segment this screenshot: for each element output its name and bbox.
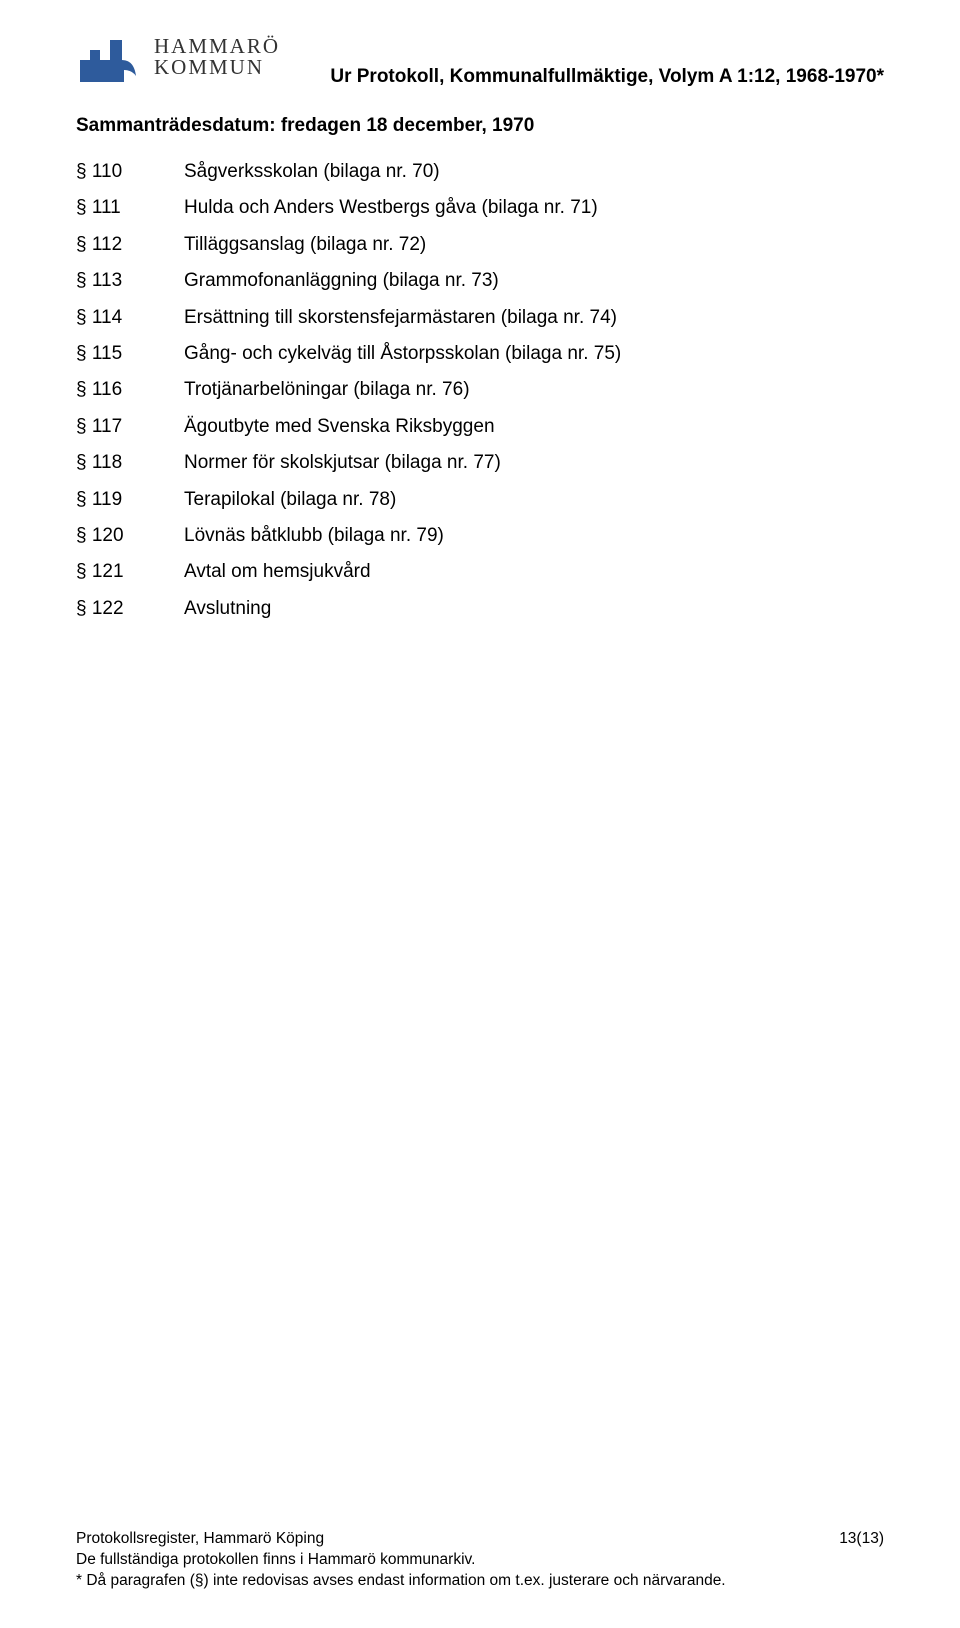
item-ref: § 114 bbox=[76, 303, 184, 333]
items-list: § 110Sågverksskolan (bilaga nr. 70)§ 111… bbox=[76, 157, 884, 624]
list-item: § 111Hulda och Anders Westbergs gåva (bi… bbox=[76, 193, 884, 223]
item-text: Avslutning bbox=[184, 594, 884, 624]
header-row: HAMMARÖ KOMMUN Ur Protokoll, Kommunalful… bbox=[76, 36, 884, 93]
item-ref: § 116 bbox=[76, 375, 184, 405]
item-text: Tilläggsanslag (bilaga nr. 72) bbox=[184, 230, 884, 260]
meeting-date: Sammanträdesdatum: fredagen 18 december,… bbox=[76, 115, 884, 137]
item-text: Normer för skolskjutsar (bilaga nr. 77) bbox=[184, 448, 884, 478]
footer-line3: * Då paragrafen (§) inte redovisas avses… bbox=[76, 1571, 884, 1592]
item-text: Ägoutbyte med Svenska Riksbyggen bbox=[184, 412, 884, 442]
item-ref: § 112 bbox=[76, 230, 184, 260]
list-item: § 120Lövnäs båtklubb (bilaga nr. 79) bbox=[76, 521, 884, 551]
item-ref: § 113 bbox=[76, 266, 184, 296]
logo-text: HAMMARÖ KOMMUN bbox=[154, 36, 280, 78]
list-item: § 113Grammofonanläggning (bilaga nr. 73) bbox=[76, 266, 884, 296]
item-ref: § 117 bbox=[76, 412, 184, 442]
logo-mark-icon bbox=[76, 36, 140, 88]
logo-text-line1: HAMMARÖ bbox=[154, 36, 280, 57]
item-text: Hulda och Anders Westbergs gåva (bilaga … bbox=[184, 193, 884, 223]
list-item: § 112Tilläggsanslag (bilaga nr. 72) bbox=[76, 230, 884, 260]
item-text: Lövnäs båtklubb (bilaga nr. 79) bbox=[184, 521, 884, 551]
list-item: § 117Ägoutbyte med Svenska Riksbyggen bbox=[76, 412, 884, 442]
document-title: Ur Protokoll, Kommunalfullmäktige, Volym… bbox=[330, 66, 884, 88]
list-item: § 115Gång- och cykelväg till Åstorpsskol… bbox=[76, 339, 884, 369]
item-ref: § 122 bbox=[76, 594, 184, 624]
list-item: § 119Terapilokal (bilaga nr. 78) bbox=[76, 485, 884, 515]
footer-line2: De fullständiga protokollen finns i Hamm… bbox=[76, 1550, 884, 1571]
item-ref: § 120 bbox=[76, 521, 184, 551]
item-text: Gång- och cykelväg till Åstorpsskolan (b… bbox=[184, 339, 884, 369]
item-text: Grammofonanläggning (bilaga nr. 73) bbox=[184, 266, 884, 296]
footer-top-row: Protokollsregister, Hammarö Köping 13(13… bbox=[76, 1529, 884, 1550]
item-ref: § 115 bbox=[76, 339, 184, 369]
footer: Protokollsregister, Hammarö Köping 13(13… bbox=[76, 1529, 884, 1592]
footer-page-number: 13(13) bbox=[839, 1529, 884, 1550]
document-page: HAMMARÖ KOMMUN Ur Protokoll, Kommunalful… bbox=[0, 0, 960, 1628]
list-item: § 121Avtal om hemsjukvård bbox=[76, 557, 884, 587]
item-ref: § 118 bbox=[76, 448, 184, 478]
item-text: Sågverksskolan (bilaga nr. 70) bbox=[184, 157, 884, 187]
item-ref: § 119 bbox=[76, 485, 184, 515]
footer-source: Protokollsregister, Hammarö Köping bbox=[76, 1529, 324, 1550]
item-ref: § 121 bbox=[76, 557, 184, 587]
logo bbox=[76, 36, 140, 93]
item-ref: § 110 bbox=[76, 157, 184, 187]
item-text: Avtal om hemsjukvård bbox=[184, 557, 884, 587]
list-item: § 122Avslutning bbox=[76, 594, 884, 624]
list-item: § 116Trotjänarbelöningar (bilaga nr. 76) bbox=[76, 375, 884, 405]
item-ref: § 111 bbox=[76, 193, 184, 223]
item-text: Trotjänarbelöningar (bilaga nr. 76) bbox=[184, 375, 884, 405]
item-text: Terapilokal (bilaga nr. 78) bbox=[184, 485, 884, 515]
list-item: § 114Ersättning till skorstensfejarmästa… bbox=[76, 303, 884, 333]
item-text: Ersättning till skorstensfejarmästaren (… bbox=[184, 303, 884, 333]
list-item: § 110Sågverksskolan (bilaga nr. 70) bbox=[76, 157, 884, 187]
logo-text-line2: KOMMUN bbox=[154, 57, 280, 78]
list-item: § 118Normer för skolskjutsar (bilaga nr.… bbox=[76, 448, 884, 478]
